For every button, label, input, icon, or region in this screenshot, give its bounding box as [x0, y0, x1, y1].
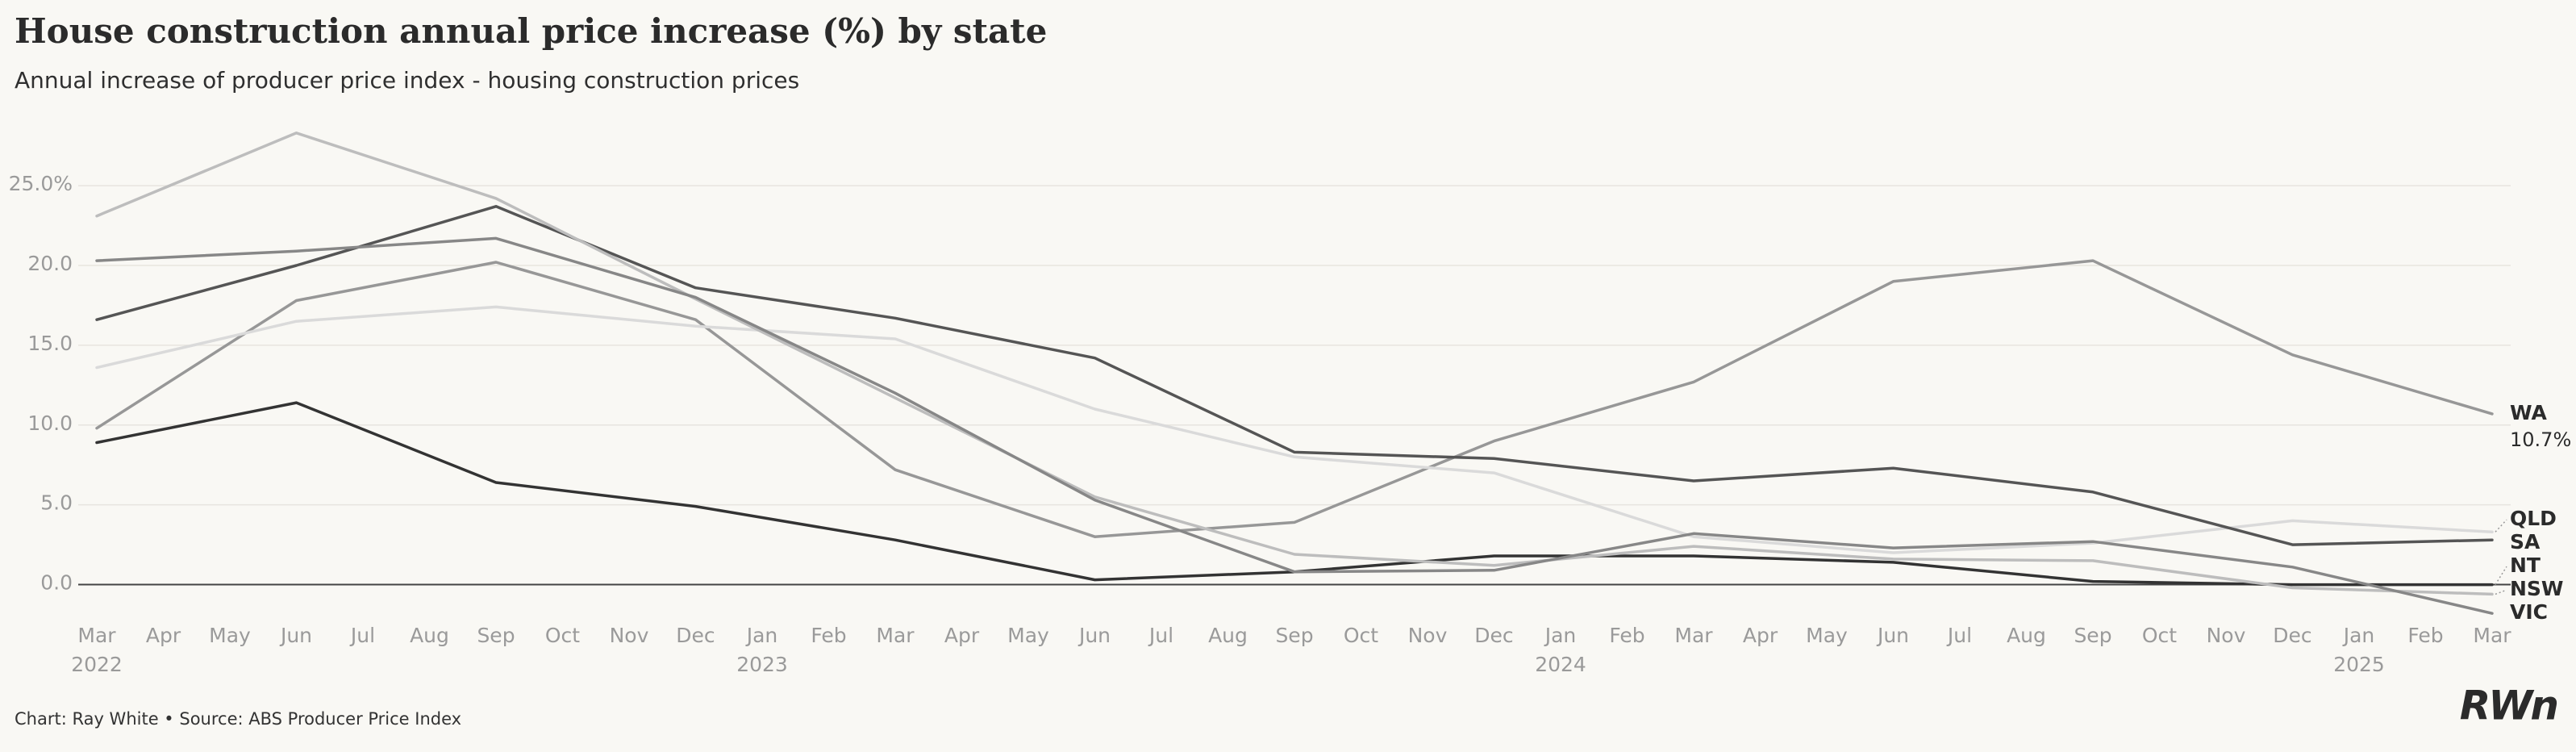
series-end-label: SA — [2510, 530, 2541, 554]
series-end-label: NT — [2510, 554, 2541, 577]
x-tick-label: May — [1007, 624, 1049, 647]
x-tick-label: Sep — [1275, 624, 1313, 647]
x-tick-label: Apr — [1743, 624, 1778, 647]
x-tick-label: Dec — [1474, 624, 1513, 647]
x-tick-label: Nov — [1408, 624, 1448, 647]
x-tick-label: Oct — [2142, 624, 2177, 647]
y-tick-label: 5.0 — [40, 491, 73, 515]
x-tick-label: Jul — [1148, 624, 1173, 647]
x-tick-label: Jun — [1078, 624, 1111, 647]
series-line — [95, 305, 2494, 554]
x-tick-label: Nov — [2207, 624, 2246, 647]
value-label: 10.7% — [2510, 428, 2571, 451]
x-tick-label: Jan — [2342, 624, 2375, 647]
label-connector — [2495, 566, 2507, 585]
x-tick-label: Jul — [349, 624, 375, 647]
x-tick-label: Mar — [77, 624, 116, 647]
x-tick-label: May — [1806, 624, 1848, 647]
series-line — [95, 401, 2494, 587]
x-tick-label: Jul — [1946, 624, 1972, 647]
y-tick-label: 0.0 — [40, 571, 73, 595]
y-tick-label: 10.0 — [27, 412, 73, 435]
x-tick-label: Mar — [1674, 624, 1713, 647]
x-tick-label: Sep — [477, 624, 515, 647]
x-tick-label: Aug — [1208, 624, 1248, 647]
label-connector — [2495, 519, 2507, 533]
logo: RWn — [2460, 683, 2557, 729]
label-connector — [2495, 589, 2507, 595]
x-tick-label: Dec — [2273, 624, 2311, 647]
x-tick-label: Oct — [545, 624, 580, 647]
x-tick-label: Jun — [1876, 624, 1909, 647]
chart-subtitle: Annual increase of producer price index … — [15, 67, 799, 94]
chart-title: House construction annual price increase… — [15, 11, 1047, 51]
series-line — [95, 236, 2494, 615]
x-tick-label: Feb — [811, 624, 846, 647]
series-end-label: QLD — [2510, 507, 2557, 530]
x-tick-label: Jan — [1544, 624, 1577, 647]
series-end-label: NSW — [2510, 577, 2564, 600]
series-line — [95, 205, 2494, 546]
x-year-label: 2024 — [1535, 653, 1586, 676]
x-year-label: 2023 — [736, 653, 788, 676]
x-tick-label: Feb — [1609, 624, 1644, 647]
x-tick-label: Feb — [2407, 624, 2443, 647]
series-line — [95, 132, 2494, 596]
x-tick-label: Oct — [1344, 624, 1378, 647]
x-tick-label: Dec — [676, 624, 715, 647]
y-tick-label: 20.0 — [27, 252, 73, 275]
series-end-label: WA — [2510, 401, 2547, 424]
x-tick-label: Aug — [410, 624, 449, 647]
x-tick-label: May — [209, 624, 251, 647]
series-line — [95, 259, 2494, 538]
x-tick-label: Mar — [876, 624, 915, 647]
x-year-label: 2025 — [2333, 653, 2385, 676]
y-tick-label: 15.0 — [27, 332, 73, 355]
x-tick-label: Apr — [944, 624, 980, 647]
x-tick-label: Sep — [2074, 624, 2111, 647]
y-tick-label: 25.0% — [9, 172, 73, 195]
x-tick-label: Jan — [745, 624, 778, 647]
series-end-label: VIC — [2510, 600, 2548, 624]
x-tick-label: Aug — [2007, 624, 2046, 647]
x-year-label: 2022 — [71, 653, 123, 676]
x-tick-label: Jun — [279, 624, 312, 647]
x-tick-label: Apr — [146, 624, 181, 647]
x-tick-label: Mar — [2473, 624, 2511, 647]
source-note: Chart: Ray White • Source: ABS Producer … — [15, 709, 461, 729]
x-tick-label: Nov — [610, 624, 649, 647]
